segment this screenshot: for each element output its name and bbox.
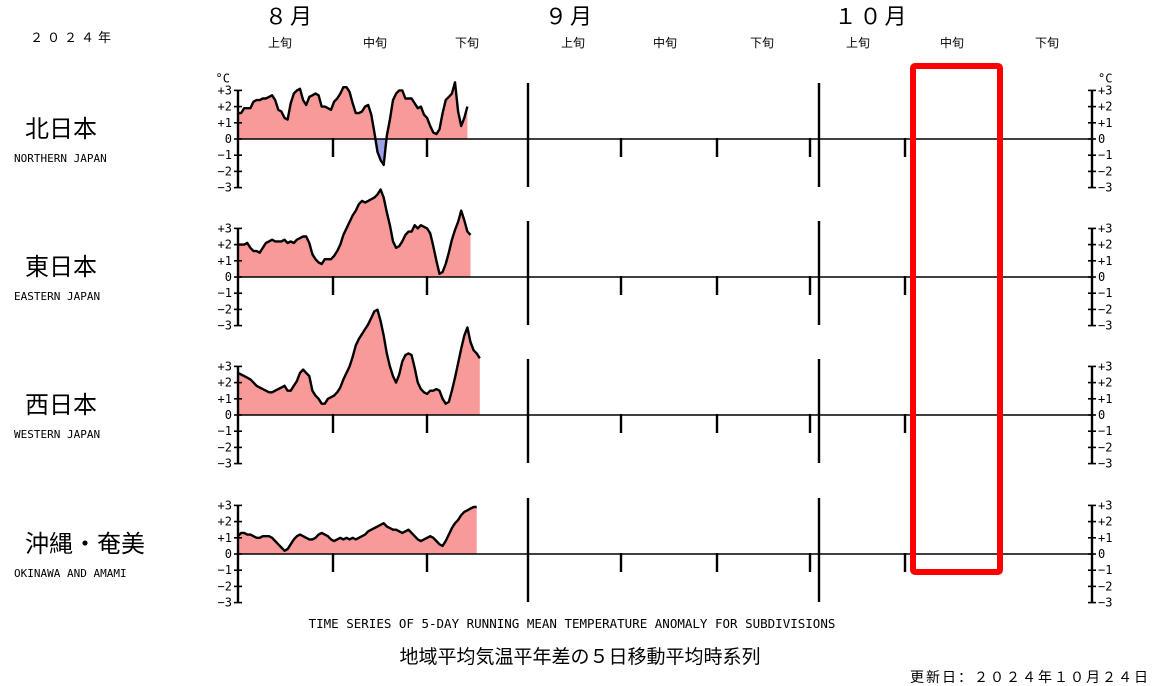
y-tick-label: −1 [1098,148,1112,162]
y-tick-label: +3 [218,83,232,97]
dekad-label: 中旬 [653,35,677,50]
highlight-box [910,63,1003,575]
dekad-label: 上旬 [561,36,585,50]
y-tick-label: −3 [1098,319,1112,333]
y-tick-label: +1 [218,116,232,130]
panel-1: 東日本 EASTERN JAPAN +3 +2 +1 0 −1 −2 −3 +3 +2 +1 0 −1 −2… [14,188,1112,333]
y-tick-label: −1 [218,424,232,438]
region-subtitle: NORTHERN JAPAN [14,152,107,165]
dekad-label: 下旬 [1035,36,1059,50]
dekad-label: 中旬 [363,35,387,50]
y-tick-label: +3 [218,221,232,235]
y-tick-label: +1 [1098,531,1112,545]
y-tick-label: −2 [218,164,232,178]
y-tick-label: 0 [225,547,232,561]
series-line [238,188,472,275]
dekad-label: 中旬 [940,35,964,50]
y-tick-label: 0 [1098,408,1105,422]
y-tick-label: 0 [1098,270,1105,284]
unit-label: °C [216,71,230,85]
panel-3: 沖縄・奄美 OKINAWA AND AMAMI +3 +2 +1 0 −1 −2 −3 +3 +2 +… [14,498,1112,610]
y-tick-label: +1 [1098,116,1112,130]
y-tick-label: −2 [1098,579,1112,593]
series-line [237,505,477,552]
region-subtitle: OKINAWA AND AMAMI [14,567,127,580]
y-tick-label: −1 [1098,286,1112,300]
y-tick-label: +2 [218,238,232,252]
y-tick-label: −3 [218,319,232,333]
dekad-labels: 上旬 中旬 下旬 上旬 中旬 下旬 上旬 中旬 下旬 [268,35,1059,50]
positive-area [238,309,480,415]
y-tick-label: +3 [1098,221,1112,235]
y-tick-label: 0 [1098,547,1105,561]
y-tick-label: −1 [1098,563,1112,577]
month-labels: ８月 ９月 １０月 [265,5,909,30]
y-tick-label: +1 [1098,254,1112,268]
unit-label: °C [1098,71,1112,85]
y-tick-label: −2 [1098,164,1112,178]
y-tick-label: −3 [218,181,232,195]
y-tick-label: 0 [225,270,232,284]
y-tick-label: −1 [218,563,232,577]
y-tick-label: +3 [1098,498,1112,512]
region-name: 北日本 [25,115,97,143]
y-tick-label: +3 [1098,359,1112,373]
y-tick-label: −1 [1098,424,1112,438]
month-label: １０月 [834,5,909,30]
y-tick-label: 0 [225,408,232,422]
y-tick-label: −2 [1098,440,1112,454]
y-tick-label: +2 [1098,515,1112,529]
y-tick-label: +3 [218,359,232,373]
dekad-label: 上旬 [268,36,292,50]
y-tick-label: +1 [1098,392,1112,406]
y-tick-label: +1 [218,254,232,268]
y-tick-label: −3 [218,457,232,471]
dekad-label: 下旬 [750,36,774,50]
y-tick-label: +2 [1098,238,1112,252]
y-tick-label: −1 [218,148,232,162]
updated-date: 更新日：２０２４年１０月２４日 [910,670,1150,686]
y-tick-label: +1 [218,531,232,545]
series-line [237,308,481,405]
caption-english: TIME SERIES OF 5-DAY RUNNING MEAN TEMPER… [309,616,836,631]
y-tick-label: +2 [1098,100,1112,114]
month-label: ９月 [545,5,595,30]
y-tick-label: −1 [218,286,232,300]
y-tick-label: +2 [218,376,232,390]
y-tick-label: −2 [218,579,232,593]
series-line [238,81,469,167]
region-name: 沖縄・奄美 [25,530,145,558]
region-subtitle: WESTERN JAPAN [14,428,100,441]
dekad-label: 上旬 [846,36,870,50]
positive-area [238,507,477,554]
y-tick-label: −2 [218,440,232,454]
y-tick-label: −3 [1098,457,1112,471]
y-tick-label: +3 [1098,83,1112,97]
y-tick-label: −3 [1098,596,1112,610]
positive-area [238,189,471,277]
y-tick-label: −2 [218,302,232,316]
month-label: ８月 [265,5,315,30]
y-tick-label: +2 [1098,376,1112,390]
y-tick-label: +2 [218,100,232,114]
year-label: ２０２４年 [30,31,115,46]
positive-area [238,82,468,139]
y-tick-label: +3 [218,498,232,512]
y-tick-label: 0 [225,132,232,146]
y-tick-label: +2 [218,515,232,529]
region-subtitle: EASTERN JAPAN [14,290,100,303]
panel-2: 西日本 WESTERN JAPAN +3 +2 +1 0 −1 −2 −3 +3 +2 +1 0 −1 −2… [14,308,1112,471]
region-name: 西日本 [25,391,97,419]
dekad-label: 下旬 [455,36,479,50]
y-tick-label: −2 [1098,302,1112,316]
region-name: 東日本 [25,253,97,281]
caption-japanese: 地域平均気温平年差の５日移動平均時系列 [399,646,760,668]
y-tick-label: 0 [1098,132,1105,146]
y-tick-label: −3 [218,596,232,610]
y-tick-label: −3 [1098,181,1112,195]
y-tick-label: +1 [218,392,232,406]
